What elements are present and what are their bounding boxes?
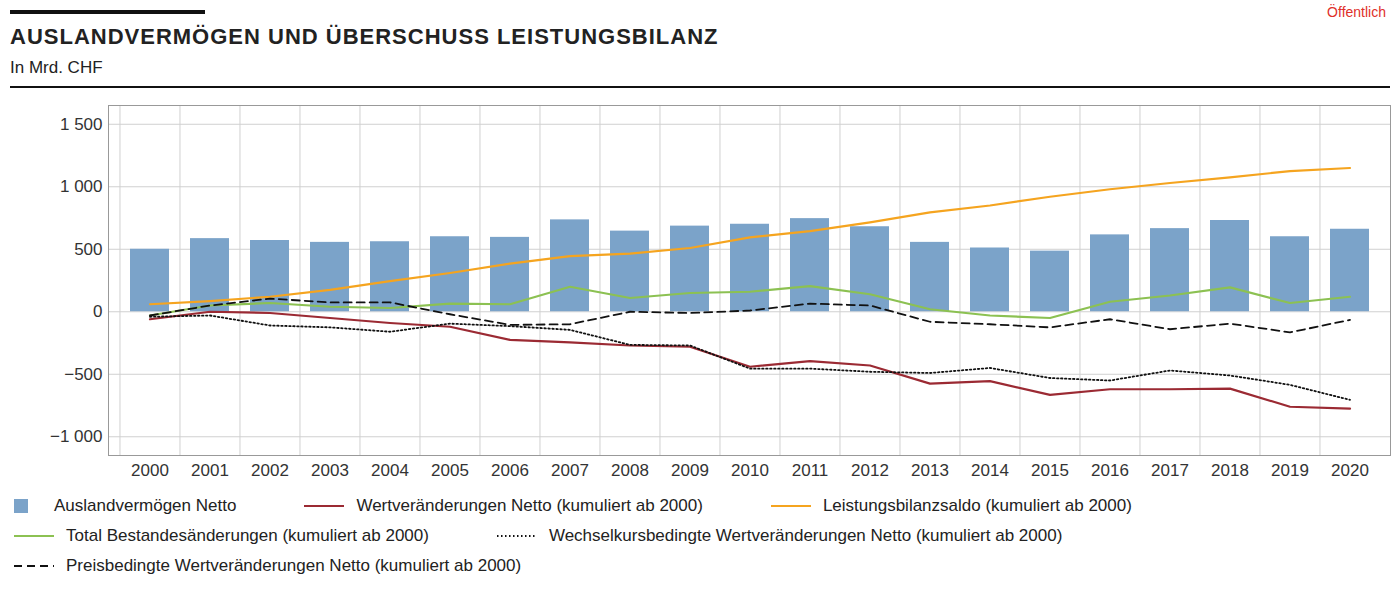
svg-text:2012: 2012 <box>851 461 889 480</box>
svg-text:−1 000: −1 000 <box>50 427 102 446</box>
svg-text:−500: −500 <box>64 365 102 384</box>
svg-text:2008: 2008 <box>611 461 649 480</box>
svg-text:2015: 2015 <box>1031 461 1069 480</box>
svg-text:2004: 2004 <box>371 461 409 480</box>
html-text:Wechselkursbedingte Wertveränd: Wechselkursbedingte Wertveränderungen Ne… <box>548 526 1063 545</box>
svg-text:2013: 2013 <box>911 461 949 480</box>
svg-text:2020: 2020 <box>1331 461 1369 480</box>
svg-text:2018: 2018 <box>1211 461 1249 480</box>
svg-text:2003: 2003 <box>311 461 349 480</box>
html-text:AUSLANDVERMÖGEN UND ÜBERSCHUSS: AUSLANDVERMÖGEN UND ÜBERSCHUSS LEISTUNGS… <box>10 24 719 49</box>
svg-text:2011: 2011 <box>792 461 829 480</box>
svg-text:2010: 2010 <box>731 461 769 480</box>
html-text:Leistungsbilanzsaldo (kumulier: Leistungsbilanzsaldo (kumuliert ab 2000) <box>822 496 1132 515</box>
svg-text:2019: 2019 <box>1271 461 1309 480</box>
html-text:In Mrd. CHF: In Mrd. CHF <box>10 58 103 77</box>
svg-text:2014: 2014 <box>971 461 1009 480</box>
html-text:Wertveränderungen Netto (kumul: Wertveränderungen Netto (kumuliert ab 20… <box>356 496 703 515</box>
svg-text:2002: 2002 <box>251 461 289 480</box>
html-text:Auslandvermögen Netto: Auslandvermögen Netto <box>54 496 237 515</box>
svg-text:2007: 2007 <box>551 461 589 480</box>
html-text:Öffentlich: Öffentlich <box>1327 4 1386 20</box>
svg-text:0: 0 <box>93 302 102 321</box>
html-text:Total Bestandesänderungen (kum: Total Bestandesänderungen (kumuliert ab … <box>66 526 429 545</box>
svg-text:2001: 2001 <box>191 461 229 480</box>
svg-text:500: 500 <box>74 240 102 259</box>
html-text:Preisbedingte Wertveränderunge: Preisbedingte Wertveränderungen Netto (k… <box>66 556 522 575</box>
svg-text:2005: 2005 <box>431 461 469 480</box>
svg-text:2017: 2017 <box>1151 461 1189 480</box>
svg-text:2000: 2000 <box>131 461 169 480</box>
svg-text:1 000: 1 000 <box>60 177 103 196</box>
svg-text:2016: 2016 <box>1091 461 1129 480</box>
svg-text:2009: 2009 <box>671 461 709 480</box>
svg-text:2006: 2006 <box>491 461 529 480</box>
svg-text:1 500: 1 500 <box>60 115 103 134</box>
